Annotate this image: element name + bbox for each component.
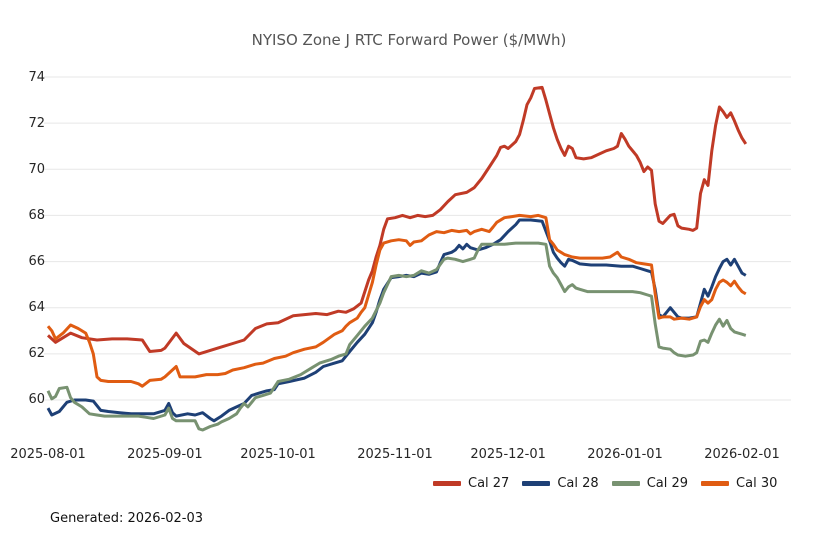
legend-label-cal-28: Cal 28: [557, 476, 599, 491]
series-line-cal-29: [46, 241, 747, 432]
x-tick-label: 2025-10-01: [240, 447, 316, 462]
legend-swatch-cal-27: [433, 481, 461, 486]
legend-item-cal-28: Cal 28: [522, 476, 599, 491]
x-tick-label: 2026-01-01: [587, 447, 663, 462]
legend: Cal 27 Cal 28 Cal 29 Cal 30: [433, 476, 790, 491]
legend-label-cal-30: Cal 30: [736, 476, 778, 491]
y-tick-label: 60: [28, 392, 45, 408]
legend-item-cal-30: Cal 30: [701, 476, 777, 491]
legend-label-cal-29: Cal 29: [646, 476, 689, 491]
legend-swatch-cal-30: [701, 481, 730, 486]
y-tick-label: 72: [28, 115, 45, 131]
legend-label-cal-27: Cal 27: [468, 476, 510, 491]
series-line-cal-30: [46, 213, 747, 388]
generated-timestamp: Generated: 2026-02-03: [50, 511, 204, 526]
chart-title: NYISO Zone J RTC Forward Power ($/MWh): [251, 31, 567, 49]
x-tick-label: 2026-02-01: [704, 447, 780, 462]
x-tick-label: 2025-12-01: [470, 447, 546, 462]
y-tick-label: 70: [28, 161, 45, 177]
y-tick-label: 68: [28, 207, 45, 223]
legend-swatch-cal-28: [522, 481, 551, 486]
x-tick-label: 2025-09-01: [127, 447, 203, 462]
series-line-cal-27: [46, 85, 748, 356]
legend-item-cal-27: Cal 27: [433, 476, 509, 491]
x-tick-label: 2025-11-01: [357, 447, 433, 462]
y-tick-label: 62: [28, 346, 45, 362]
x-tick-label: 2025-08-01: [10, 447, 86, 462]
y-tick-label: 74: [28, 69, 45, 85]
series-line-cal-28: [46, 218, 747, 423]
y-tick-label: 64: [28, 300, 45, 316]
legend-swatch-cal-29: [611, 481, 640, 486]
y-tick-label: 66: [28, 254, 45, 270]
legend-item-cal-29: Cal 29: [611, 476, 689, 491]
